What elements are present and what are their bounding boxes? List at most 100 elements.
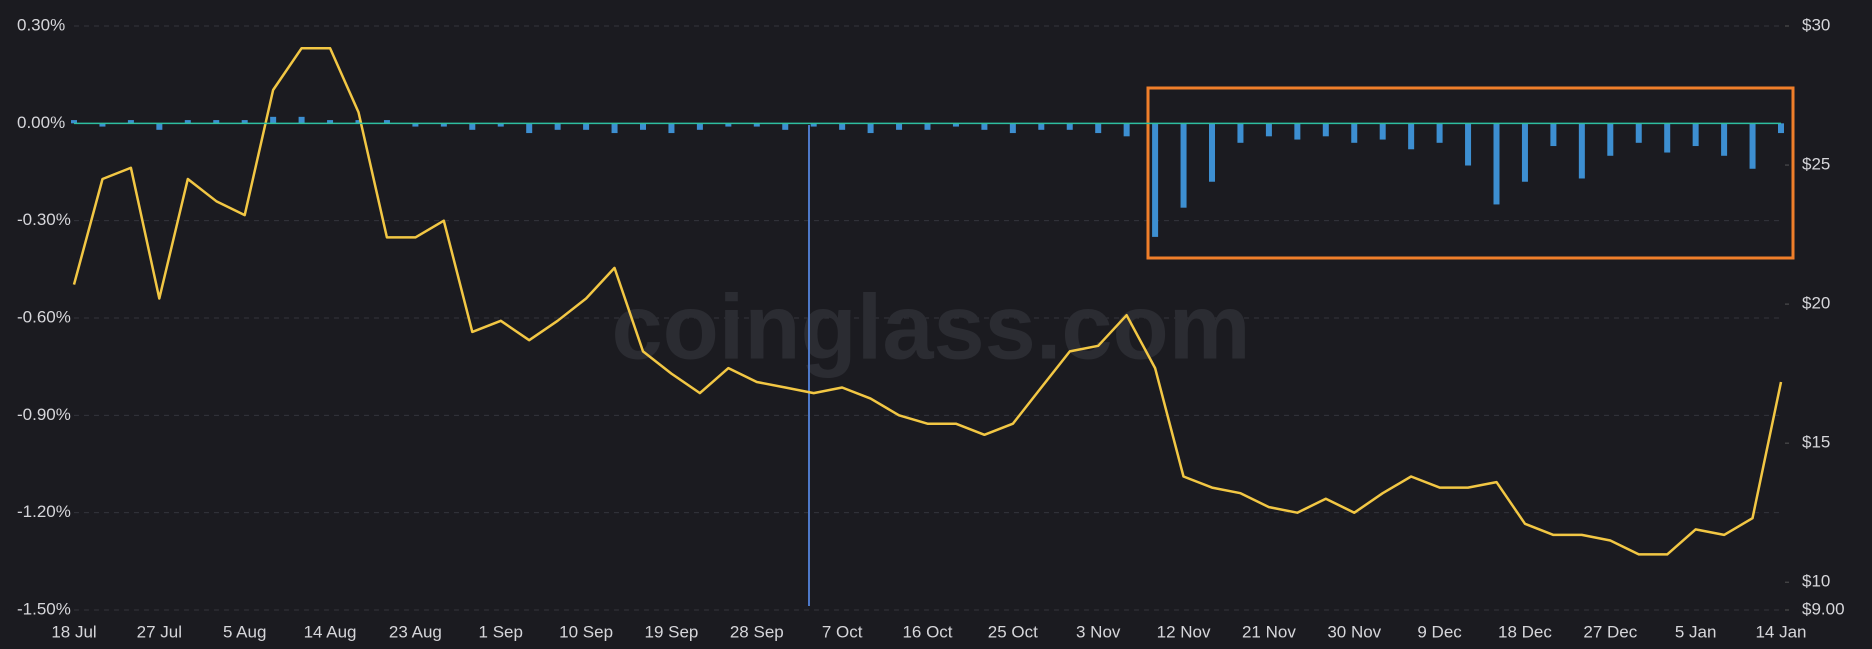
funding-bar [896, 123, 903, 130]
x-tick-label: 12 Nov [1157, 622, 1211, 641]
funding-bar [1465, 123, 1472, 166]
funding-bar [440, 123, 447, 127]
funding-bar [99, 123, 106, 127]
funding-bar [383, 120, 390, 124]
funding-bar [554, 123, 561, 130]
y-tick-label: 0.30% [17, 15, 65, 34]
funding-bar [1123, 123, 1130, 137]
y2-tick-label: $10 [1802, 572, 1830, 591]
x-tick-label: 21 Nov [1242, 622, 1296, 641]
x-tick-label: 5 Jan [1675, 622, 1717, 641]
x-tick-label: 18 Dec [1498, 622, 1552, 641]
y2-tick-label: $30 [1802, 15, 1830, 34]
x-tick-label: 14 Aug [304, 622, 357, 641]
x-tick-label: 27 Jul [137, 622, 182, 641]
funding-bar [782, 123, 789, 130]
funding-bar [1038, 123, 1045, 130]
funding-bar [810, 123, 817, 127]
funding-bar [1408, 123, 1415, 150]
funding-bar [981, 123, 988, 130]
x-tick-label: 30 Nov [1327, 622, 1381, 641]
funding-bar [184, 120, 191, 124]
funding-bar [355, 120, 362, 124]
x-tick-label: 19 Sep [645, 622, 699, 641]
y-tick-label: -1.50% [17, 599, 71, 618]
x-tick-label: 18 Jul [51, 622, 96, 641]
y-tick-label: -1.20% [17, 502, 71, 521]
x-tick-label: 23 Aug [389, 622, 442, 641]
y-tick-label: 0.00% [17, 113, 65, 132]
funding-bar [725, 123, 732, 127]
highlight-box [1146, 86, 1795, 260]
x-tick-label: 7 Oct [822, 622, 863, 641]
y-tick-label: -0.90% [17, 405, 71, 424]
funding-bar [71, 120, 77, 124]
watermark: coinglass.com [611, 276, 1250, 378]
funding-bar [1664, 123, 1671, 153]
funding-bar [1521, 123, 1528, 182]
x-tick-label: 3 Nov [1076, 622, 1121, 641]
funding-bar [1692, 123, 1699, 147]
y-tick-label: -0.60% [17, 307, 71, 326]
funding-bar [583, 123, 590, 130]
funding-bar [526, 123, 533, 134]
y2-tick-label: $25 [1802, 155, 1830, 174]
funding-bar [1009, 123, 1016, 134]
price-line [72, 46, 1783, 556]
y2-tick-label: $9.00 [1802, 599, 1845, 618]
funding-bar [1095, 123, 1102, 134]
x-tick-label: 9 Dec [1417, 622, 1462, 641]
x-tick-label: 27 Dec [1583, 622, 1637, 641]
y2-tick-label: $15 [1802, 433, 1830, 452]
funding-bar [1322, 123, 1329, 137]
funding-bar [1721, 123, 1728, 156]
x-tick-label: 28 Sep [730, 622, 784, 641]
funding-bar [640, 123, 646, 130]
x-tick-label: 1 Sep [479, 622, 523, 641]
funding-bar [270, 116, 277, 124]
funding-bar [1379, 123, 1386, 140]
funding-bar [327, 120, 334, 124]
x-tick-label: 5 Aug [223, 622, 267, 641]
funding-bar [1294, 123, 1301, 140]
funding-bar [1550, 123, 1557, 147]
x-tick-label: 14 Jan [1755, 622, 1806, 641]
funding-bar [127, 120, 134, 124]
funding-bar [1152, 123, 1159, 237]
funding-bar [1749, 123, 1756, 169]
funding-bar [1209, 123, 1215, 182]
funding-bar [1607, 123, 1614, 156]
y-tick-label: -0.30% [17, 210, 71, 229]
funding-bar [469, 123, 476, 130]
funding-bar [952, 123, 959, 127]
x-tick-label: 25 Oct [988, 622, 1038, 641]
funding-bar [924, 123, 931, 130]
funding-bar [298, 116, 305, 124]
funding-bar [668, 123, 675, 134]
funding-bar [611, 123, 618, 134]
funding-bar [1436, 123, 1443, 143]
funding-bar [1635, 123, 1642, 143]
funding-bar [1778, 123, 1784, 134]
x-tick-label: 16 Oct [902, 622, 952, 641]
funding-bar [1180, 123, 1187, 208]
funding-bar [1351, 123, 1358, 143]
funding-bar [497, 123, 504, 127]
funding-bar [213, 120, 220, 124]
funding-bar [1265, 123, 1272, 137]
funding-bar [1066, 123, 1073, 130]
funding-bar [1237, 123, 1244, 143]
funding-bar [839, 123, 846, 130]
y2-tick-label: $20 [1802, 294, 1830, 313]
funding-bar [412, 123, 419, 127]
funding-bar [696, 123, 703, 130]
funding-bar [241, 120, 248, 124]
funding-bar [1493, 123, 1500, 205]
funding-bar [1578, 123, 1585, 179]
funding-bar [867, 123, 874, 134]
x-tick-label: 10 Sep [559, 622, 613, 641]
funding-bar [156, 123, 163, 130]
funding-bar [753, 123, 760, 127]
